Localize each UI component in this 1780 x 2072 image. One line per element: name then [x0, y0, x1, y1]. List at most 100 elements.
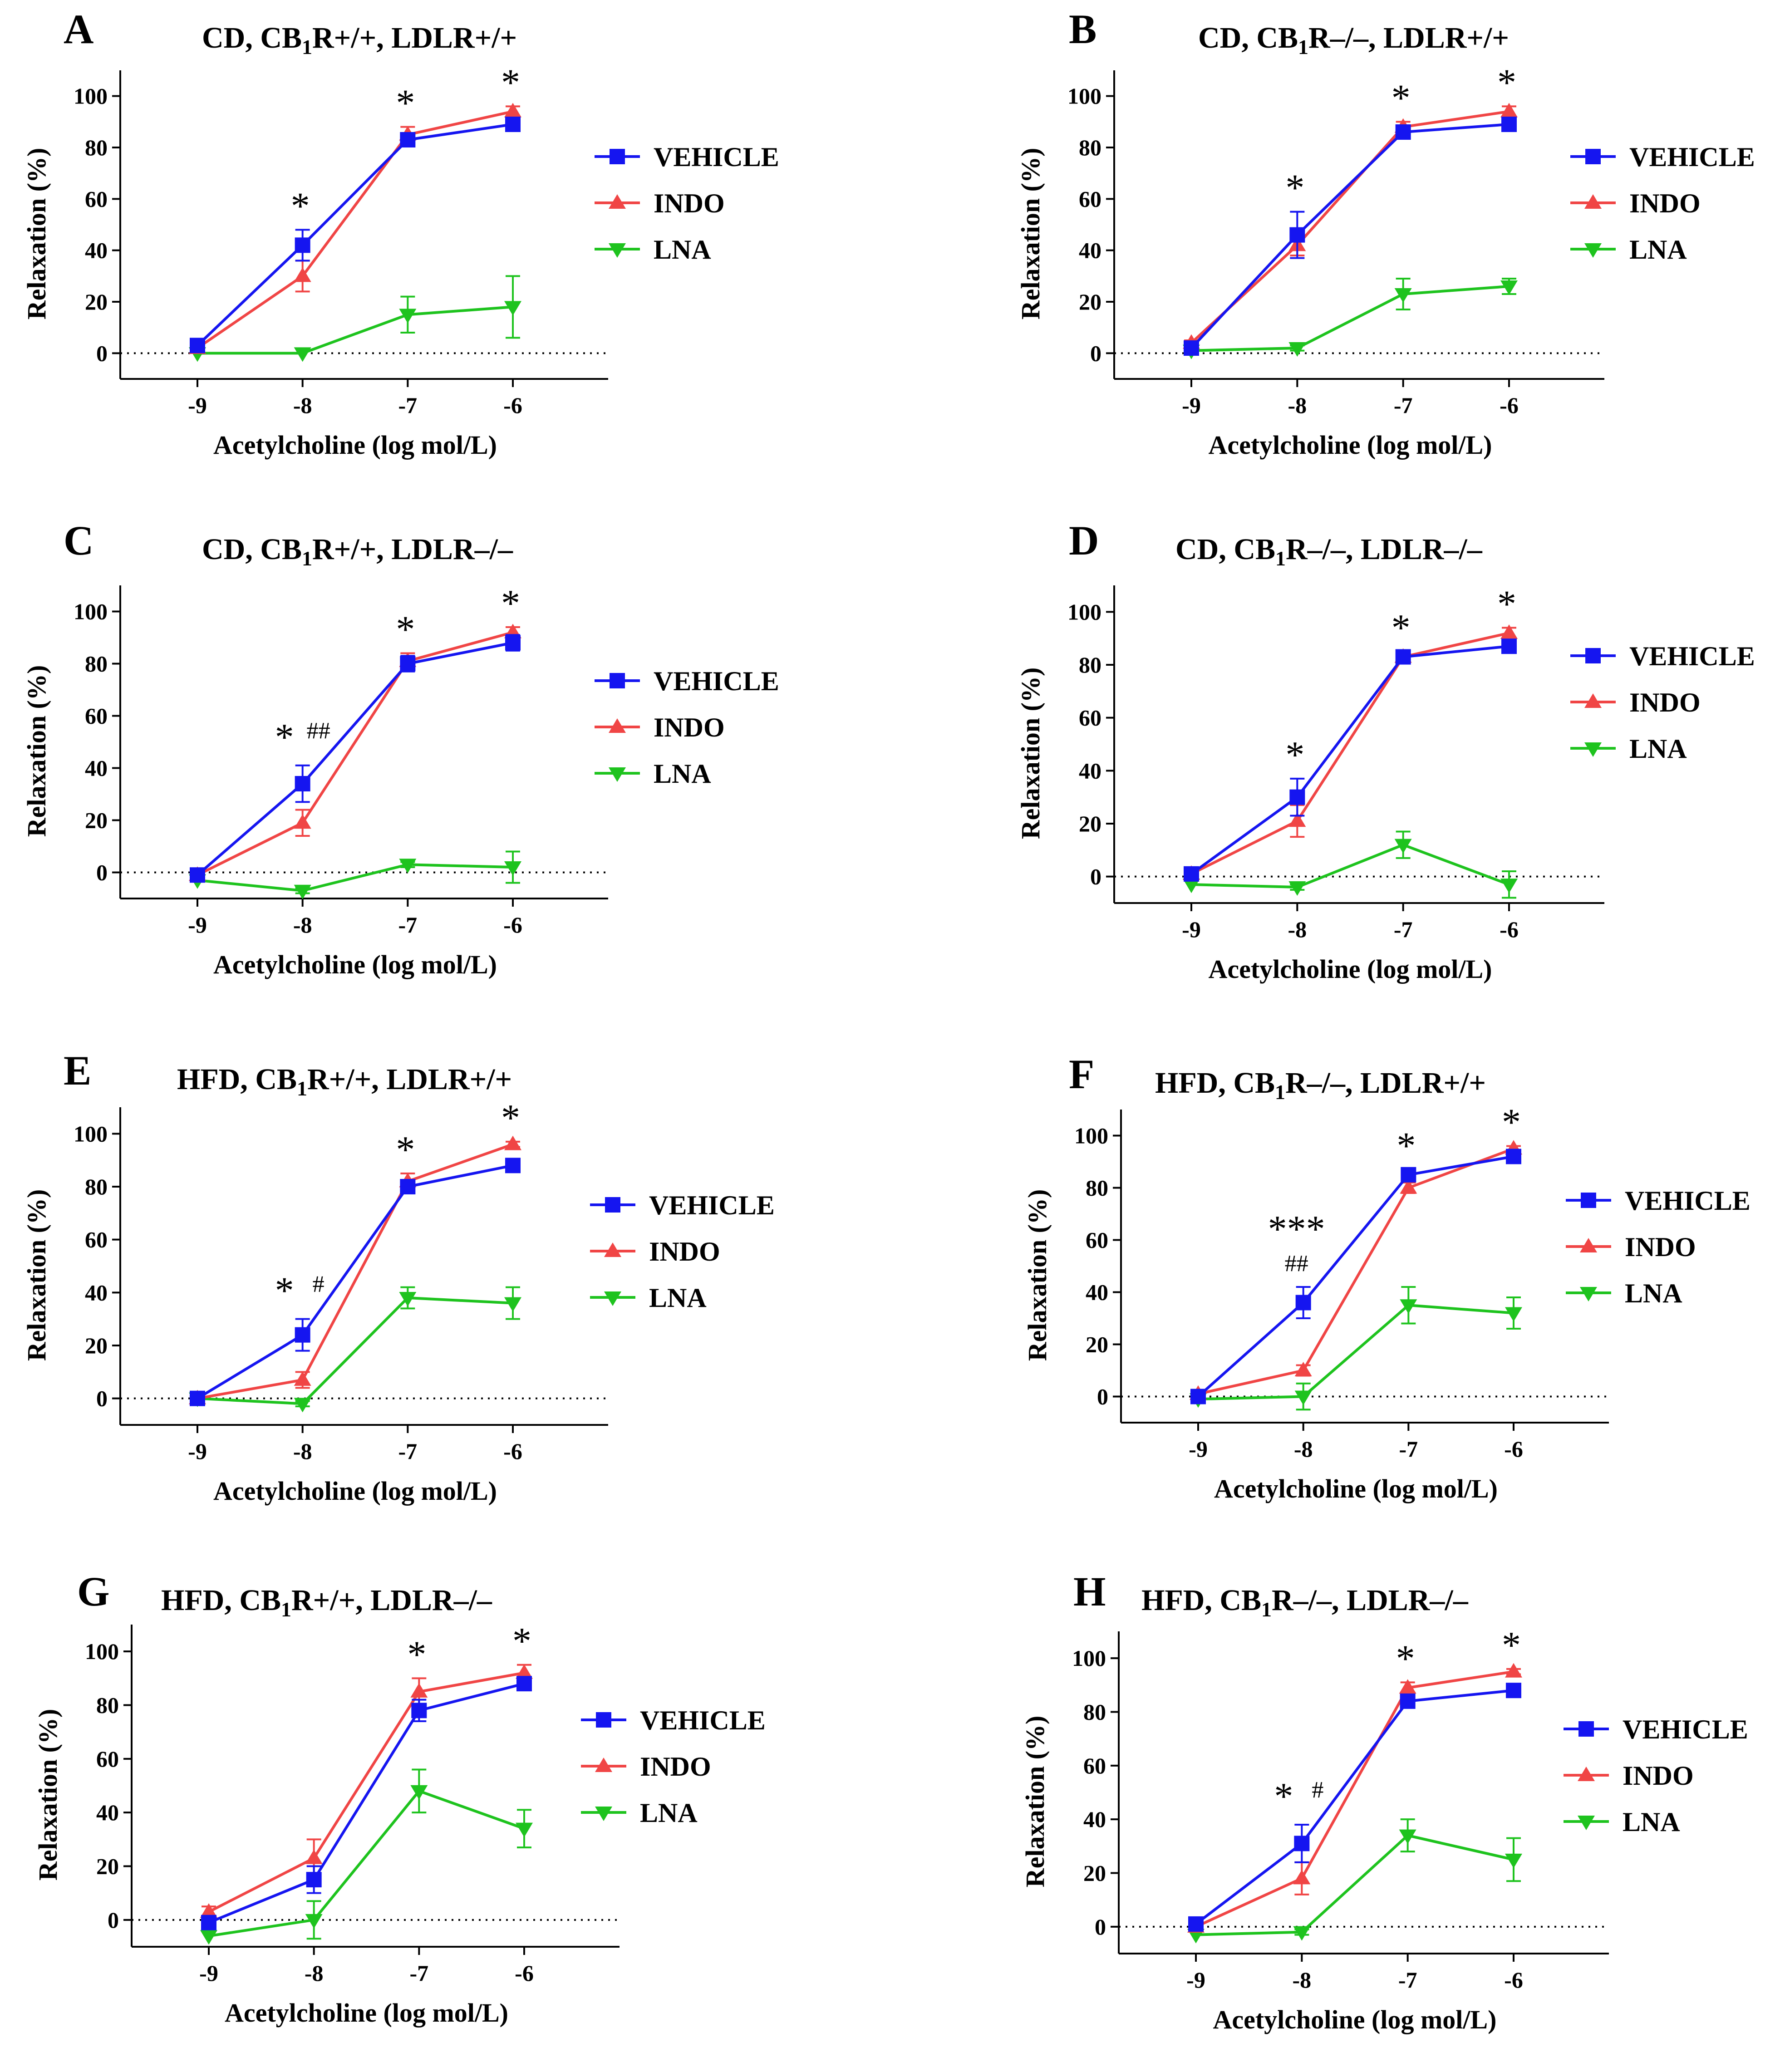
data-point [201, 1915, 216, 1930]
y-tick-label: 80 [85, 1174, 108, 1199]
data-point [294, 814, 311, 829]
title-part: CD, CB [202, 21, 302, 54]
title-part: CD, CB [1175, 533, 1275, 566]
title-part: R+/+, LDLR–/– [312, 533, 513, 566]
data-point [516, 1664, 533, 1679]
series-lna [1183, 830, 1518, 899]
data-point [1395, 124, 1411, 140]
x-tick-label: -6 [503, 393, 522, 418]
title-subscript: 1 [297, 1077, 307, 1100]
data-point [190, 338, 205, 354]
data-point [1293, 1926, 1311, 1941]
x-tick-label: -9 [1182, 917, 1201, 942]
data-point [504, 1297, 521, 1312]
legend-item-lna: LNA [595, 759, 711, 789]
data-point [294, 884, 311, 899]
x-tick-label: -8 [1294, 1436, 1313, 1462]
legend-marker [1584, 243, 1602, 258]
legend-marker [605, 1197, 620, 1213]
data-point [1505, 1853, 1522, 1868]
data-point [1500, 280, 1518, 295]
y-axis-label: Relaxation (%) [1016, 148, 1045, 320]
data-point [1294, 1390, 1312, 1405]
panel-d: D CD, CB1R–/–, LDLR–/– 0 20 40 60 80 100 -9 -8 -7 -… [1016, 517, 1755, 984]
y-tick-label: 40 [1079, 238, 1101, 263]
y-tick-label: 40 [85, 1280, 108, 1305]
legend-item-vehicle: VEHICLE [595, 666, 779, 696]
data-point [306, 1872, 322, 1888]
y-tick-label: 20 [1079, 289, 1101, 314]
legend-label: LNA [654, 235, 711, 265]
data-point [190, 867, 205, 883]
significance-stars: * [1396, 1124, 1416, 1167]
y-tick-label: 0 [1090, 340, 1101, 366]
data-point [1184, 866, 1199, 882]
legend-marker [610, 149, 625, 164]
title-part: R–/–, LDLR–/– [1286, 533, 1483, 566]
data-point [504, 861, 521, 876]
panel-letter: G [77, 1568, 110, 1615]
y-tick-label: 20 [85, 289, 108, 314]
significance-stars: * [396, 609, 415, 651]
data-point [1500, 624, 1518, 639]
series-line [197, 863, 513, 892]
panel-letter: D [1069, 517, 1099, 564]
legend-label: LNA [654, 759, 711, 789]
series-lna [200, 1768, 533, 1945]
data-point [399, 859, 417, 874]
x-axis-label: Acetylcholine (log mol/L) [213, 1476, 497, 1506]
title-part: HFD, CB [1141, 1584, 1261, 1617]
panel-g: G HFD, CB1R+/+, LDLR–/– 0 20 40 60 80 100 -9 -8 -7… [33, 1568, 766, 2028]
x-axis-label: Acetylcholine (log mol/L) [1208, 430, 1492, 460]
legend-item-vehicle: VEHICLE [581, 1705, 766, 1735]
x-tick-label: -9 [188, 1439, 207, 1464]
y-tick-label: 20 [85, 1333, 108, 1358]
series-vehicle [1184, 638, 1517, 882]
significance-stars: * [1497, 61, 1516, 103]
data-point [505, 117, 521, 132]
x-tick-label: -7 [1398, 1967, 1417, 1993]
y-tick-label: 80 [96, 1693, 119, 1718]
x-tick-label: -7 [398, 393, 418, 418]
x-tick-label: -7 [398, 912, 418, 938]
chart-title: HFD, CB1R+/+, LDLR–/– [161, 1584, 492, 1621]
panel-a: A CD, CB1R+/+, LDLR+/+ 0 20 40 60 80 100 -9 -8 -7 -… [22, 6, 779, 460]
title-part: R–/–, LDLR+/+ [1308, 21, 1509, 54]
significance-stars: * [275, 1270, 294, 1312]
data-point [200, 1903, 217, 1918]
y-tick-label: 100 [74, 599, 108, 624]
legend-label: LNA [640, 1798, 698, 1828]
y-tick-label: 40 [1079, 758, 1101, 783]
y-tick-label: 20 [1079, 811, 1101, 836]
legend-marker [609, 243, 626, 258]
legend-marker [1585, 648, 1601, 663]
x-tick-label: -6 [1504, 1967, 1523, 1993]
legend-label: LNA [1629, 734, 1687, 764]
significance-stars: * [501, 582, 520, 624]
significance-stars: * [1502, 1101, 1521, 1144]
series-line [1190, 110, 1510, 344]
x-tick-label: -9 [188, 912, 207, 938]
legend-item-indo: INDO [581, 1752, 711, 1782]
series-line [196, 123, 513, 347]
series-line [1195, 1689, 1514, 1925]
y-tick-label: 100 [74, 1121, 108, 1146]
panel-letter: H [1073, 1568, 1106, 1615]
data-point [399, 1292, 417, 1306]
series-line [197, 1164, 513, 1400]
data-point [1400, 1299, 1417, 1314]
series-indo [189, 1135, 521, 1404]
legend-marker [595, 1758, 612, 1772]
series-vehicle [190, 117, 521, 354]
series-line [197, 641, 513, 876]
data-point [1500, 103, 1518, 118]
x-tick-label: -7 [1399, 1436, 1418, 1462]
panel-c: C CD, CB1R+/+, LDLR–/– 0 20 40 60 80 100 -9 -8 -7 -… [22, 517, 779, 979]
legend-label: INDO [640, 1752, 711, 1782]
data-point [1394, 839, 1412, 854]
legend-marker [1584, 742, 1602, 757]
title-part: HFD, CB [1155, 1066, 1275, 1100]
data-point [400, 132, 416, 147]
x-tick-label: -6 [503, 1439, 522, 1464]
panel-h: H HFD, CB1R–/–, LDLR–/– 0 20 40 60 80 100 -9 -8 -7… [1020, 1568, 1748, 2034]
